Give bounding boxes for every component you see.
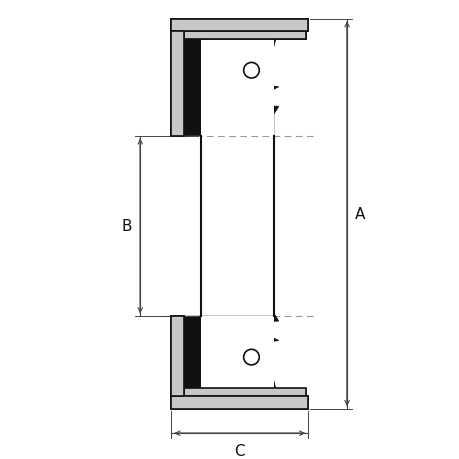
- Polygon shape: [200, 316, 273, 388]
- Polygon shape: [171, 316, 184, 396]
- Polygon shape: [200, 40, 273, 136]
- Polygon shape: [184, 32, 305, 40]
- Polygon shape: [184, 32, 305, 136]
- Polygon shape: [184, 32, 305, 40]
- Circle shape: [243, 63, 259, 79]
- Polygon shape: [171, 19, 308, 32]
- Text: A: A: [354, 207, 364, 222]
- Text: B: B: [122, 219, 132, 234]
- Polygon shape: [171, 316, 184, 396]
- Polygon shape: [171, 396, 308, 409]
- Polygon shape: [171, 32, 184, 136]
- Polygon shape: [171, 19, 308, 32]
- Text: C: C: [234, 443, 245, 458]
- Polygon shape: [171, 32, 184, 136]
- Polygon shape: [184, 313, 305, 396]
- Polygon shape: [184, 388, 305, 396]
- Circle shape: [243, 350, 259, 365]
- Polygon shape: [171, 396, 308, 409]
